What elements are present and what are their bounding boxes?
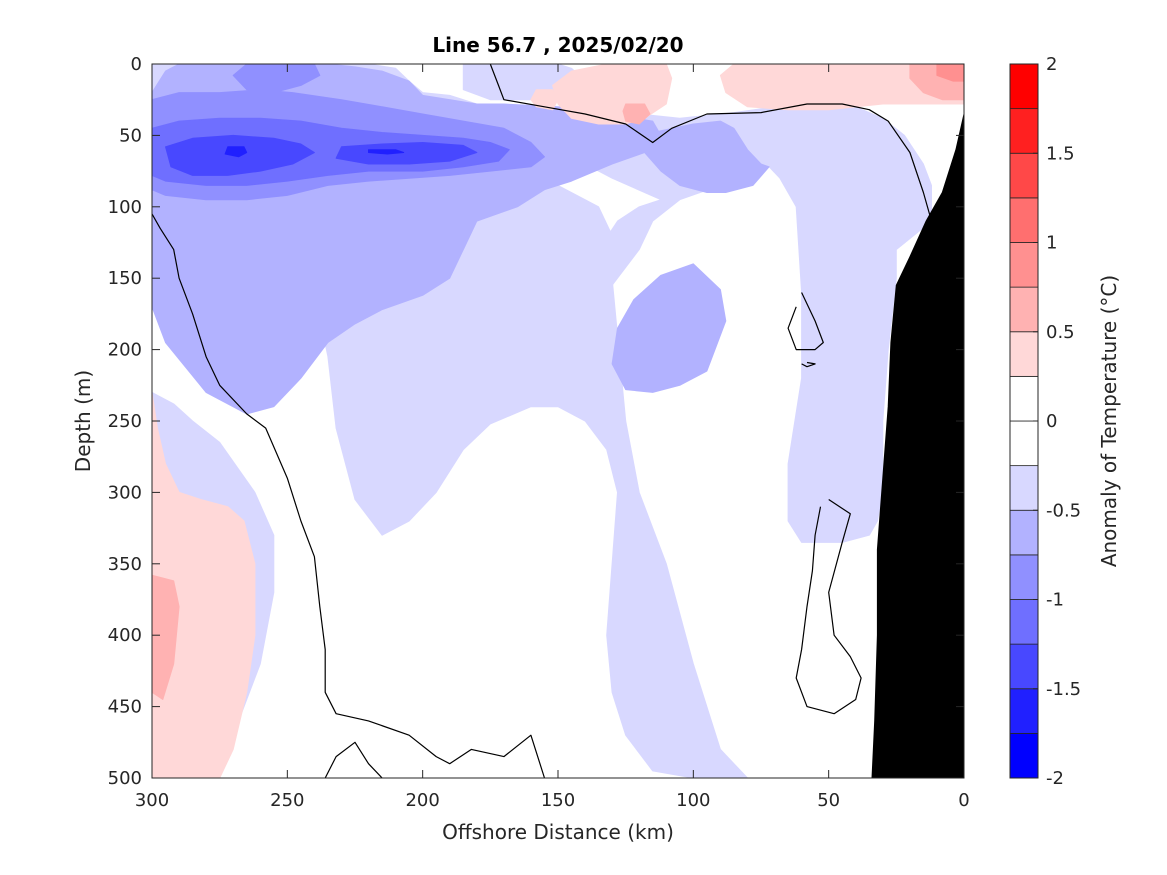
anomaly-region-2 xyxy=(152,113,748,778)
x-tick-label-250: 250 xyxy=(270,790,304,811)
colorbar-bands xyxy=(1009,63,1039,779)
x-tick-label-100: 100 xyxy=(676,790,710,811)
colorbar-band-11 xyxy=(1009,242,1039,288)
anomaly-region-21 xyxy=(936,64,964,82)
zero-contour-line-1 xyxy=(152,213,546,778)
plot-frame xyxy=(151,63,965,779)
colorbar-tick-label-0: 2 xyxy=(1046,54,1057,75)
colorbar-band-6 xyxy=(1009,465,1039,511)
y-axis-label: Depth (m) xyxy=(71,370,95,472)
y-tick-label-300: 300 xyxy=(108,482,142,503)
colorbar-band-9 xyxy=(1009,331,1039,377)
colorbar-ticks: 2 1.5 1 0.5 0 -0.5 -1 -1.5 -2 xyxy=(1033,54,1081,789)
land-mask-layer xyxy=(871,113,964,778)
x-axis-ticks: 300 250 200 150 100 50 0 xyxy=(135,64,970,811)
colorbar-band-10 xyxy=(1009,286,1039,333)
y-tick-label-200: 200 xyxy=(108,340,142,361)
colorbar-tick-label-6: -1 xyxy=(1046,590,1064,611)
colorbar-tick-label-5: -0.5 xyxy=(1046,500,1081,521)
y-tick-label-0: 0 xyxy=(131,54,142,75)
colorbar-band-7 xyxy=(1009,420,1039,467)
colorbar-band-5 xyxy=(1009,509,1039,556)
x-tick-label-300: 300 xyxy=(135,790,169,811)
anomaly-region-12 xyxy=(224,146,248,158)
anomaly-region-17 xyxy=(719,64,964,111)
colorbar-tick-label-3: 0.5 xyxy=(1046,322,1075,343)
colorbar-band-0 xyxy=(1009,732,1039,779)
colorbar-band-3 xyxy=(1009,599,1039,645)
x-tick-label-50: 50 xyxy=(817,790,840,811)
plot-area: 300 250 200 150 100 50 0 050100150200250300350… xyxy=(108,54,970,811)
x-tick-label-150: 150 xyxy=(541,790,575,811)
anomaly-region-11 xyxy=(335,142,478,165)
y-tick-label-50: 50 xyxy=(119,125,142,146)
y-tick-label-150: 150 xyxy=(108,268,142,289)
x-axis-label: Offshore Distance (km) xyxy=(442,820,674,844)
anomaly-region-6 xyxy=(611,263,727,393)
y-tick-label-250: 250 xyxy=(108,411,142,432)
zero-contour-line-4 xyxy=(801,361,816,368)
anomaly-region-13 xyxy=(368,149,405,155)
x-tick-label-0: 0 xyxy=(958,790,969,811)
zero-contour-line-3 xyxy=(787,292,824,351)
colorbar-band-2 xyxy=(1009,643,1039,690)
zero-contour-line-5 xyxy=(795,498,862,715)
colorbar-band-1 xyxy=(1009,688,1039,734)
zero-contour-line-2 xyxy=(324,741,383,778)
colorbar-band-13 xyxy=(1009,152,1039,199)
anomaly-region-14 xyxy=(152,391,256,778)
y-tick-label-400: 400 xyxy=(108,625,142,646)
x-tick-label-200: 200 xyxy=(405,790,439,811)
anomaly-region-8 xyxy=(232,64,321,94)
y-tick-label-350: 350 xyxy=(108,554,142,575)
y-tick-label-500: 500 xyxy=(108,768,142,789)
chart-title: Line 56.7 , 2025/02/20 xyxy=(432,33,683,57)
anomaly-region-15 xyxy=(152,574,180,700)
colorbar-band-14 xyxy=(1009,108,1039,154)
zero-contour-line-0 xyxy=(489,64,938,250)
colorbar: 2 1.5 1 0.5 0 -0.5 -1 -1.5 -2 xyxy=(1009,54,1081,789)
colorbar-band-4 xyxy=(1009,554,1039,600)
colorbar-tick-label-1: 1.5 xyxy=(1046,143,1075,164)
zero-contour-layer xyxy=(152,64,938,778)
coastal-land-mask xyxy=(871,113,964,778)
colorbar-tick-label-2: 1 xyxy=(1046,233,1057,254)
colorbar-tick-label-8: -2 xyxy=(1046,768,1064,789)
colorbar-band-15 xyxy=(1009,63,1039,110)
y-tick-label-450: 450 xyxy=(108,697,142,718)
colorbar-band-8 xyxy=(1009,375,1039,422)
contour-fill-layer xyxy=(152,64,964,778)
colorbar-tick-label-4: 0 xyxy=(1046,411,1057,432)
anomaly-region-18 xyxy=(530,89,559,111)
colorbar-tick-label-7: -1.5 xyxy=(1046,679,1081,700)
y-tick-label-100: 100 xyxy=(108,197,142,218)
colorbar-label: Anomaly of Temperature (°C) xyxy=(1097,275,1121,567)
colorbar-band-12 xyxy=(1009,197,1039,243)
y-axis-ticks: 0 50 100 150 200 250 300 350 400 450 500 xyxy=(108,54,964,789)
anomaly-region-19 xyxy=(622,103,651,125)
